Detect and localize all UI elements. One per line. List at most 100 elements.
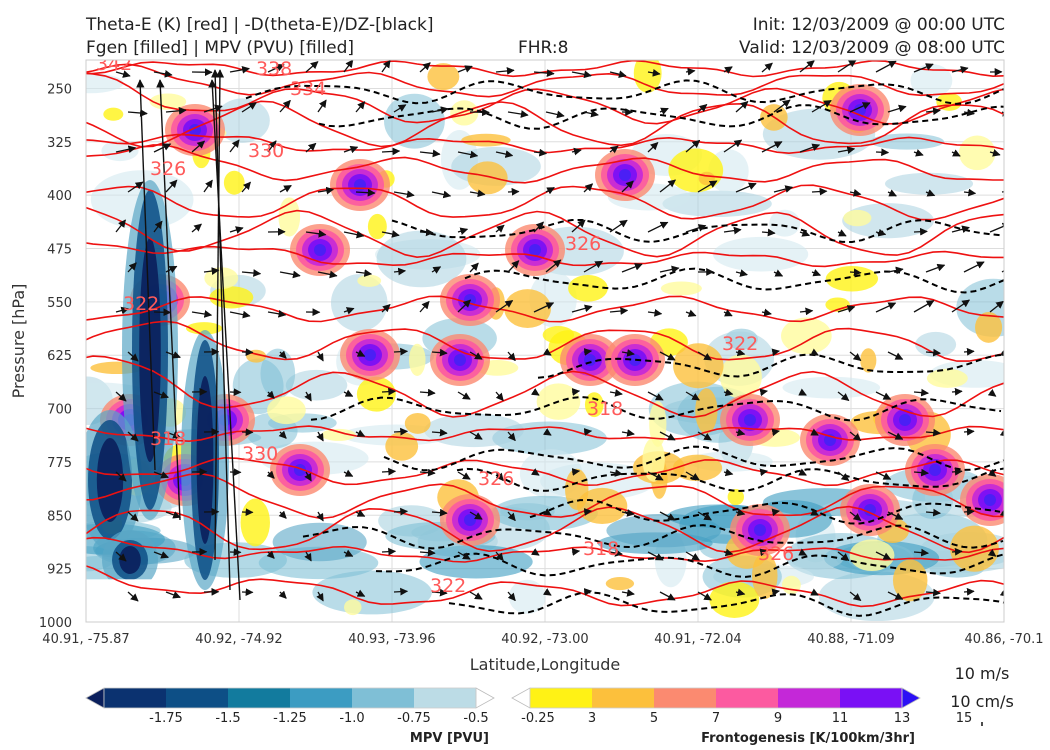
stability-contour: [448, 591, 1004, 617]
wind-vector: [127, 109, 148, 117]
wind-vector: [659, 179, 677, 193]
colorbar-tick-label: 11: [832, 711, 849, 726]
fgen-fill: [958, 135, 996, 171]
colorbar-tick-label: -1.25: [273, 711, 307, 726]
wind-vector: [1001, 269, 1004, 273]
wind-vector: [963, 108, 975, 117]
colorbar-segment: [778, 688, 841, 708]
wind-vector: [279, 270, 301, 279]
wind-vector: [191, 223, 202, 233]
wind-vector: [469, 262, 479, 273]
wind-vector: [913, 63, 934, 73]
theta-e-contour: [86, 100, 1004, 148]
wind-vector: [381, 304, 391, 313]
wind-vector: [278, 350, 287, 359]
colorbar-segment: [592, 688, 655, 708]
plot-frame: [85, 59, 1005, 623]
wind-vector: [583, 183, 594, 193]
wind-vector: [545, 259, 562, 273]
mpv-fill: [884, 172, 974, 195]
wind-vector: [875, 471, 892, 480]
wind-vector: [609, 145, 619, 154]
x-tick-label: 40.88, -71.09: [807, 632, 894, 647]
wind-vector: [875, 551, 892, 560]
wind-vector: [621, 180, 634, 193]
x-tick-label: 40.91, -72.04: [654, 632, 741, 647]
wind-vector: [759, 548, 768, 557]
y-tick-label: 1000: [39, 616, 72, 631]
wind-vector: [913, 149, 924, 157]
wind-vector: [393, 427, 409, 436]
wind-vector: [507, 351, 516, 362]
wind-vector: [278, 430, 287, 439]
fgen-fill: [668, 148, 724, 193]
colorbar-segment: [352, 688, 415, 708]
fgen-fill: [672, 454, 723, 482]
wind-vector: [697, 431, 712, 441]
theta-e-contour: [86, 355, 1004, 419]
wind-vector: [761, 62, 773, 73]
wind-vector: [723, 388, 734, 397]
wind-vector: [495, 471, 504, 482]
colorbar-label: Frontogenesis [K/100km/3hr]: [701, 731, 915, 746]
wind-vector: [771, 508, 780, 517]
wind-vector: [963, 427, 975, 436]
theta-e-label: 322: [722, 333, 758, 355]
y-tick-label: 250: [47, 82, 72, 97]
colorbar-tick-label: 13: [894, 711, 911, 726]
wind-vector: [583, 348, 593, 356]
wind-vector: [317, 99, 327, 113]
stability-contour: [383, 445, 1004, 472]
wind-vector: [115, 70, 131, 78]
theta-e-label: 326: [478, 468, 514, 490]
fgen-fill: [149, 93, 187, 110]
wind-vector: [987, 468, 997, 477]
wind-vector: [798, 388, 807, 396]
fgen-fill: [240, 498, 270, 547]
wind-vector: [735, 348, 746, 357]
wind-vector: [419, 228, 434, 237]
wind-vector: [393, 587, 409, 596]
wind-vector: [925, 263, 946, 273]
stability-contour: [375, 552, 1004, 578]
fgen-fill: [461, 133, 511, 147]
title-left-line2: Fgen [filled] | MPV (PVU) [filled]: [86, 38, 355, 58]
wind-vector: [115, 551, 127, 562]
wind-vector: [735, 588, 746, 597]
wind-vector: [545, 110, 565, 119]
wind-vector: [761, 228, 776, 237]
wind-vector: [381, 387, 397, 396]
wind-vector: [723, 226, 742, 235]
colorbar-frame: [103, 687, 477, 709]
x-tick-label: 40.86, -70.1: [964, 632, 1043, 647]
wind-vector: [457, 471, 471, 480]
wind-vector: [659, 107, 669, 115]
mpv-fill: [910, 63, 953, 98]
wind-vector: [849, 102, 871, 113]
x-tick-label: 40.91, -75.87: [42, 632, 129, 647]
fgen-fill: [744, 414, 756, 426]
wind-vector: [469, 189, 486, 198]
wind-vector: [266, 390, 275, 399]
wind-vector: [495, 67, 515, 75]
wind-vector: [165, 265, 178, 274]
wind-vector: [316, 511, 324, 522]
x-ticks: 40.91, -75.87 40.92, -74.92 40.93, -73.96 4…: [42, 632, 1043, 647]
wind-vector: [165, 431, 181, 439]
wind-vector: [343, 307, 355, 315]
wind-vector: [229, 310, 251, 319]
wind-vector: [165, 591, 181, 599]
wind-vector: [115, 145, 137, 154]
wind-vector: [799, 143, 821, 153]
wind-vector: [241, 181, 251, 193]
wind-vector: [530, 388, 540, 396]
theta-e-contour: [86, 505, 1004, 554]
fgen-fill: [267, 396, 306, 425]
wind-vector: [381, 60, 391, 73]
fgen-fill: [629, 354, 641, 366]
wind-key-vertical: 10 cm/s: [950, 692, 1014, 711]
theta-e-contour: [86, 536, 1004, 563]
mpv-fill: [119, 546, 141, 574]
theta-e-label: 318: [587, 398, 623, 420]
wind-vector: [621, 509, 635, 517]
